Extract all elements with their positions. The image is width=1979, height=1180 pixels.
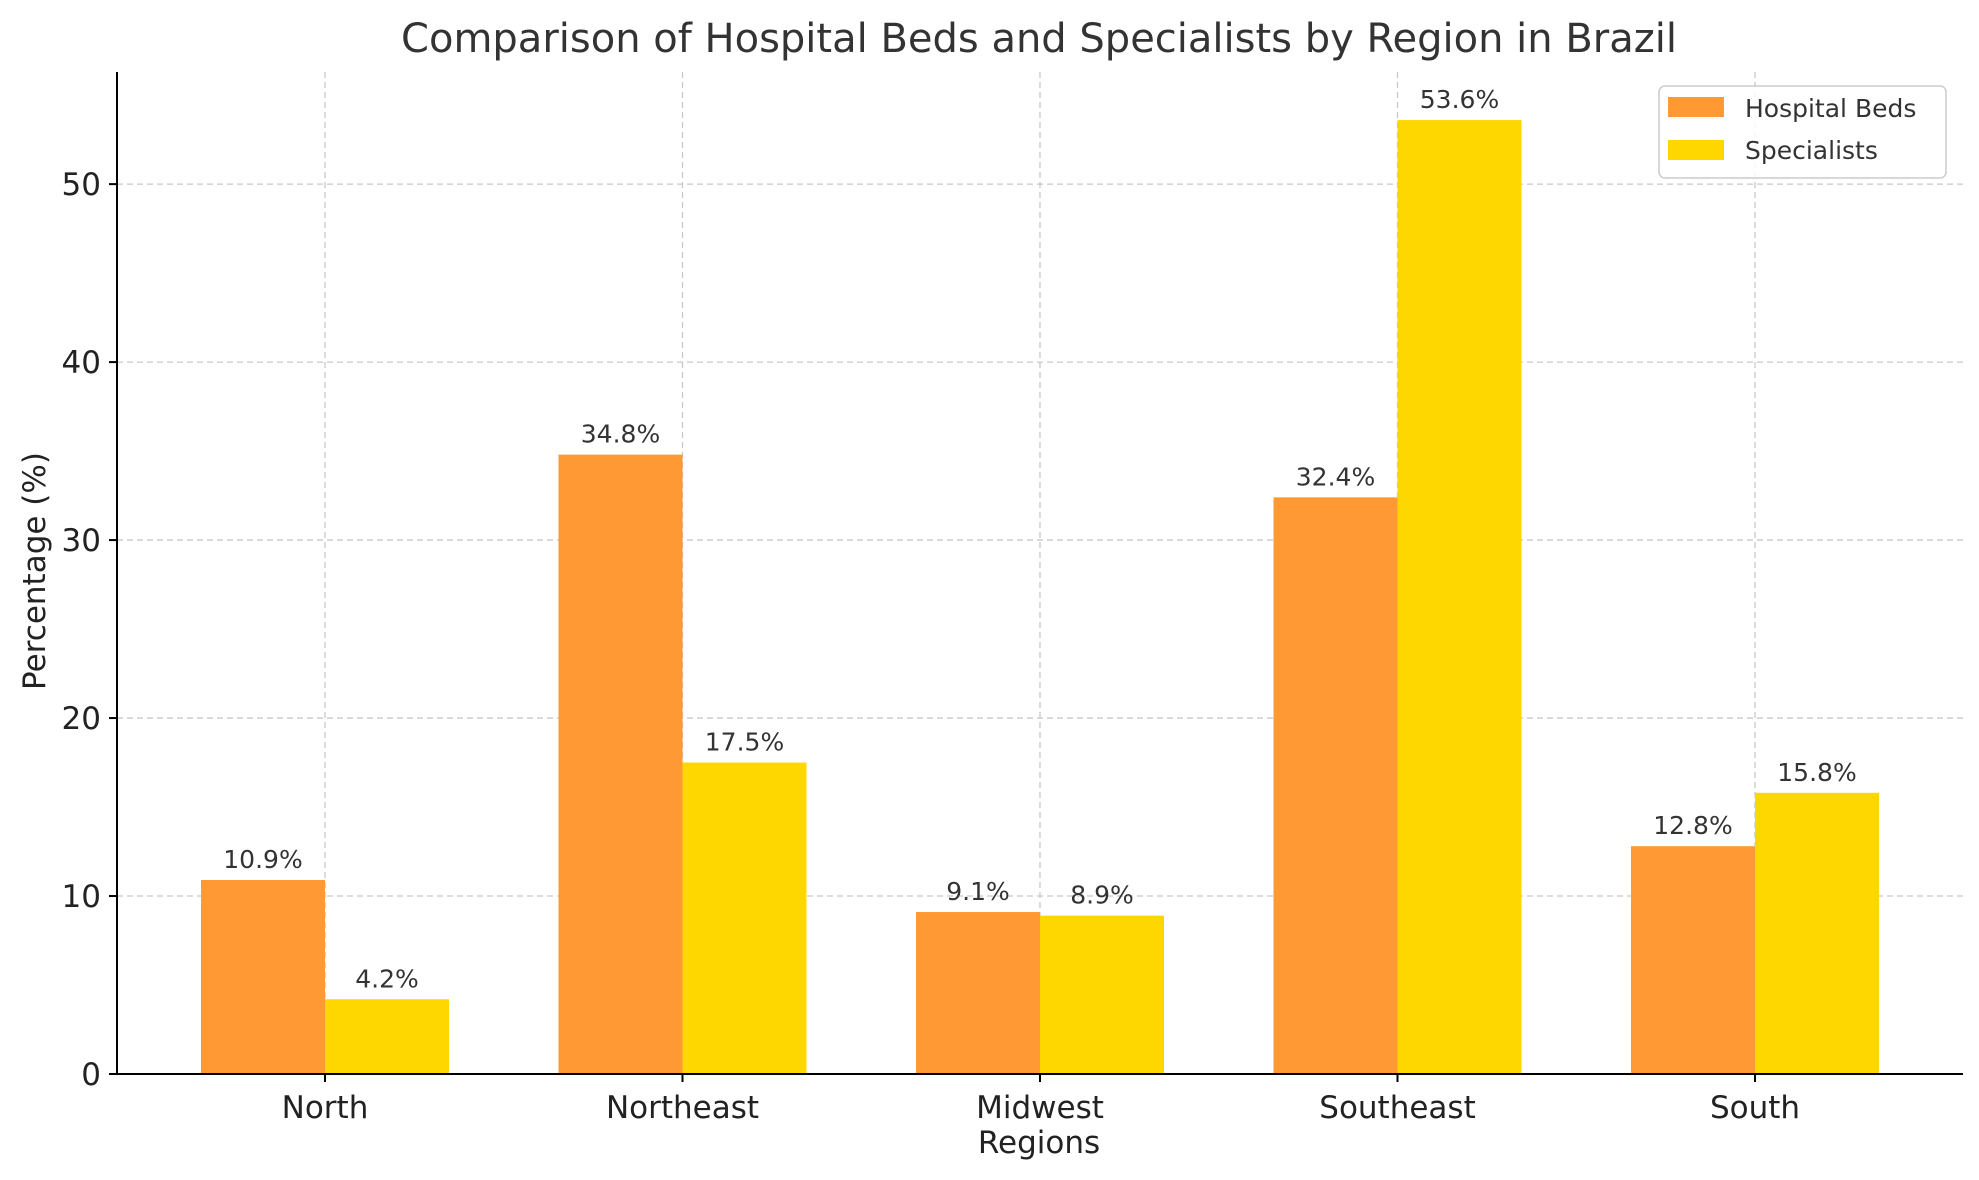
chart-title: Comparison of Hospital Beds and Speciali… bbox=[401, 16, 1677, 62]
y-tick-label: 10 bbox=[62, 879, 101, 915]
data-label: 15.8% bbox=[1777, 758, 1856, 787]
y-axis-label: Percentage (%) bbox=[17, 452, 53, 690]
data-label: 9.1% bbox=[946, 877, 1010, 906]
data-label: 34.8% bbox=[581, 420, 660, 449]
bar-specialists bbox=[1397, 120, 1522, 1074]
y-tick-label: 40 bbox=[62, 345, 101, 381]
bar-hospital-beds bbox=[1631, 846, 1755, 1074]
bar-hospital-beds bbox=[201, 880, 325, 1074]
bar-hospital-beds bbox=[916, 912, 1040, 1074]
legend: Hospital Beds Specialists bbox=[1658, 85, 1947, 179]
data-label: 12.8% bbox=[1653, 811, 1732, 840]
x-tick-label: South bbox=[1710, 1090, 1800, 1126]
legend-label-hospital-beds: Hospital Beds bbox=[1745, 94, 1916, 123]
y-tick-label: 0 bbox=[81, 1057, 101, 1093]
data-label: 17.5% bbox=[705, 728, 784, 757]
legend-swatch-specialists bbox=[1668, 140, 1724, 160]
data-labels: 10.9% 34.8% 9.1% 32.4% 12.8% 4.2% 17.5% 8.9% 53.… bbox=[223, 85, 1856, 993]
data-label: 32.4% bbox=[1296, 462, 1375, 491]
data-label: 10.9% bbox=[223, 845, 302, 874]
y-tick-label: 30 bbox=[62, 523, 101, 559]
data-label: 8.9% bbox=[1070, 881, 1134, 910]
x-axis-label: Regions bbox=[978, 1125, 1100, 1161]
bar-specialists bbox=[325, 999, 449, 1074]
legend-swatch-hospital-beds bbox=[1668, 97, 1724, 117]
bar-specialists bbox=[682, 762, 807, 1074]
axes: 0 10 20 30 40 50 North Northeast Midwest Southeas… bbox=[62, 72, 1963, 1126]
bar-specialists bbox=[1755, 792, 1879, 1074]
y-tick-label: 50 bbox=[62, 167, 101, 203]
x-tick-label: Southeast bbox=[1319, 1090, 1475, 1126]
bar-hospital-beds bbox=[558, 454, 683, 1074]
legend-label-specialists: Specialists bbox=[1745, 136, 1878, 165]
bars bbox=[201, 120, 1879, 1074]
bar-specialists bbox=[1040, 915, 1164, 1074]
legend-frame bbox=[1658, 85, 1947, 179]
x-tick-label: Midwest bbox=[976, 1090, 1104, 1126]
y-tick-label: 20 bbox=[62, 701, 101, 737]
bar-hospital-beds bbox=[1273, 497, 1398, 1074]
x-tick-label: North bbox=[282, 1090, 369, 1126]
data-label: 4.2% bbox=[355, 964, 419, 993]
data-label: 53.6% bbox=[1420, 85, 1499, 114]
x-tick-label: Northeast bbox=[606, 1090, 759, 1126]
